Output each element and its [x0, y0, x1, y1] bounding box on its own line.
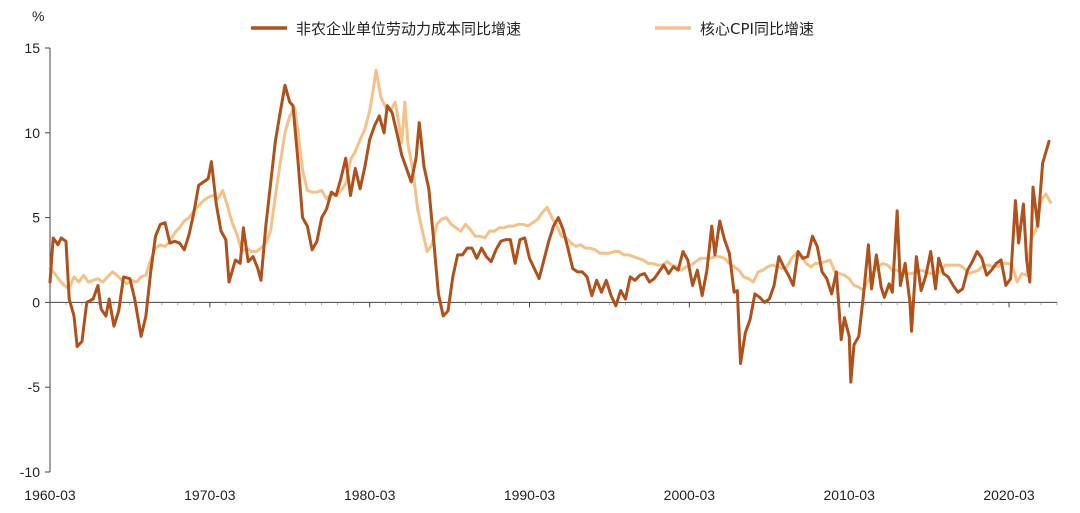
y-tick-label: -5 [28, 379, 41, 395]
series-line-2 [48, 68, 1053, 293]
y-tick-label: 10 [24, 125, 40, 141]
series-line-1 [48, 83, 1051, 384]
x-tick-label: 2000-03 [664, 487, 716, 503]
x-axis: 1960-03 1970-03 1980-03 1990-03 2000-03 2010-… [24, 301, 1058, 503]
x-tick-label: 1980-03 [344, 487, 396, 503]
series-layer [48, 68, 1053, 384]
y-axis: 15 10 5 0 -5 -10 [20, 40, 51, 480]
y-tick-label: 15 [24, 40, 40, 56]
legend: 非农企业单位劳动力成本同比增速 核心CPI同比增速 [251, 20, 814, 38]
legend-label-series-1: 非农企业单位劳动力成本同比增速 [296, 20, 521, 38]
y-tick-label: 5 [32, 210, 40, 226]
y-tick-label: 0 [32, 294, 40, 310]
x-tick-label: 2020-03 [983, 487, 1035, 503]
y-unit-label: % [32, 8, 44, 24]
legend-label-series-2: 核心CPI同比增速 [700, 20, 814, 38]
y-tick-label: -10 [20, 464, 40, 480]
x-tick-label: 1960-03 [24, 487, 76, 503]
x-tick-label: 2010-03 [824, 487, 876, 503]
x-tick-label: 1970-03 [184, 487, 236, 503]
x-tick-label: 1990-03 [504, 487, 556, 503]
